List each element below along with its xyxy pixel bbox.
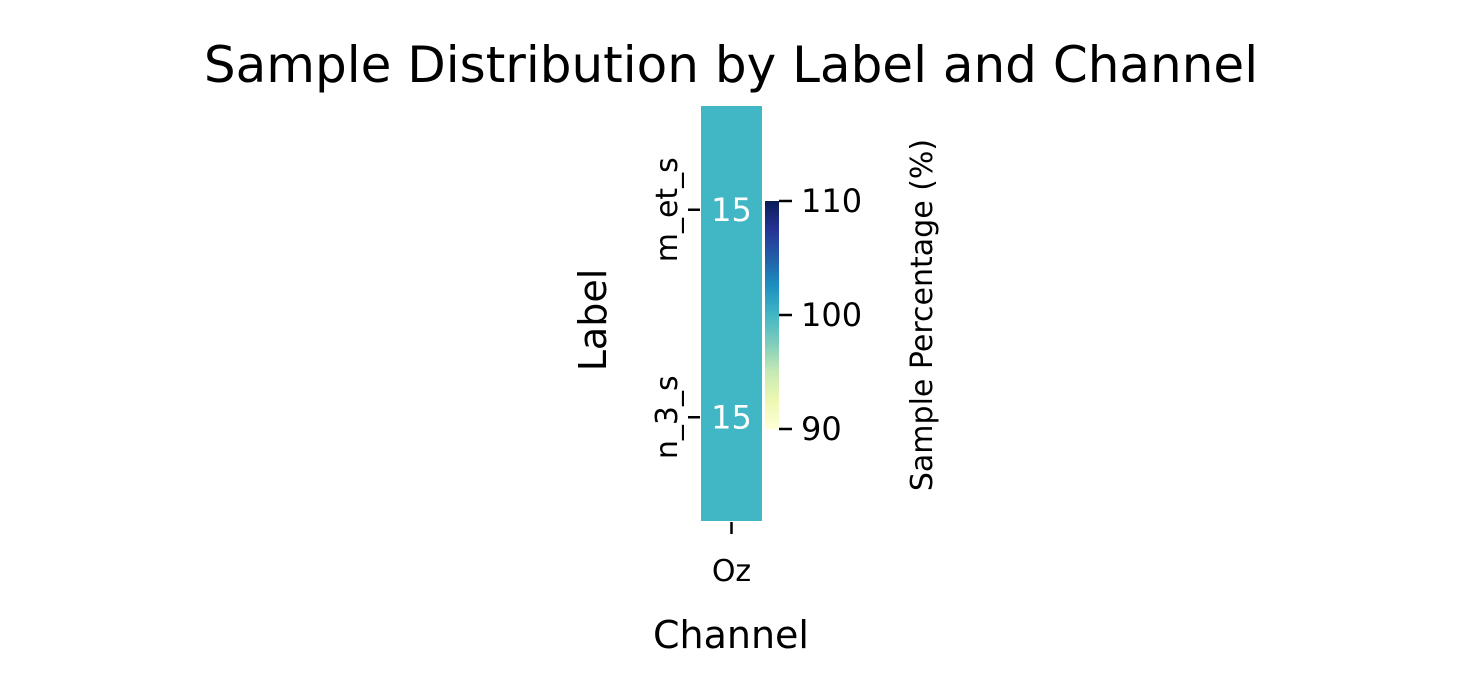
chart-title: Sample Distribution by Label and Channel — [204, 36, 1258, 94]
x-tick-label: Oz — [712, 554, 751, 589]
colorbar — [765, 201, 779, 429]
colorbar-ticks: 110 100 90 — [779, 182, 862, 448]
colorbar-label: Sample Percentage (%) — [905, 139, 940, 491]
heatmap-cell-m_et_s-Oz — [701, 106, 762, 314]
heatmap-cell-n_3_s-Oz — [701, 313, 762, 521]
x-axis-ticks: Oz — [712, 522, 751, 589]
colorbar-tick-label: 100 — [801, 296, 862, 334]
y-axis-label: Label — [571, 269, 615, 372]
heatmap-cells — [701, 106, 762, 521]
y-tick-label: n_3_s — [650, 375, 685, 459]
x-axis-label: Channel — [653, 613, 809, 657]
cell-value-label: 15 — [711, 191, 752, 229]
colorbar-tick-label: 110 — [801, 182, 862, 220]
y-tick-label: m_et_s — [650, 157, 685, 262]
cell-value-label: 15 — [711, 398, 752, 436]
y-axis-ticks: m_et_s n_3_s — [650, 157, 700, 459]
colorbar-tick-label: 90 — [801, 410, 842, 448]
